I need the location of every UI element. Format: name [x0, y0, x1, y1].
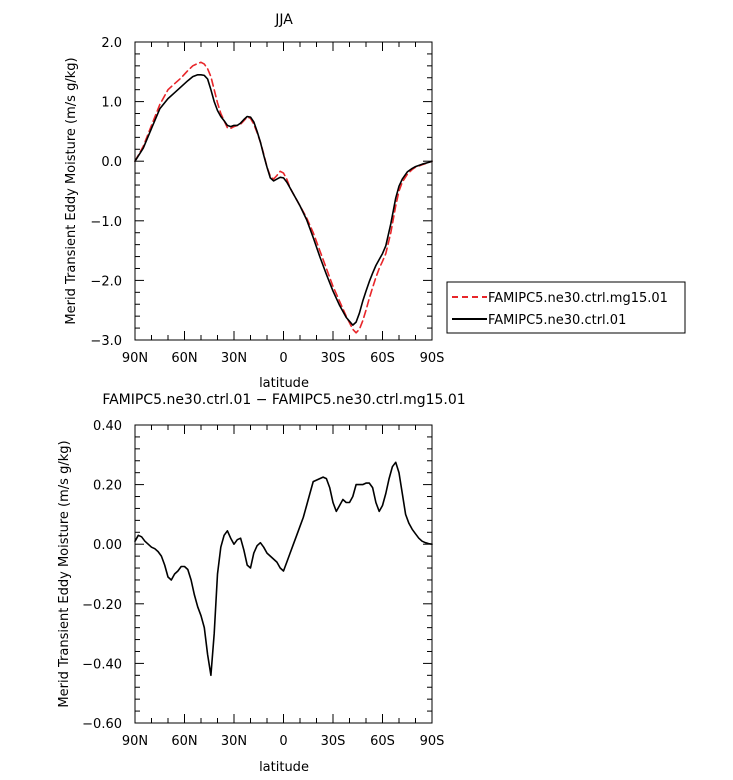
chart-bottom-x-tick-labels: 90N 60N 30N 0 30S 60S 90S [122, 734, 445, 749]
chart-top-legend: FAMIPC5.ne30.ctrl.mg15.01 FAMIPC5.ne30.c… [446, 281, 686, 334]
chart-top-ytick-label: −3.0 [90, 334, 122, 349]
legend-label-ctrl: FAMIPC5.ne30.ctrl.01 [488, 313, 626, 328]
chart-bottom-y-tick-labels: 0.40 0.20 0.00 −0.20 −0.40 −0.60 [82, 419, 122, 732]
chart-bottom-series-line-0 [134, 461, 433, 677]
chart-top-ticks [134, 41, 433, 341]
chart-bottom-plot-frame [134, 424, 433, 724]
chart-top-xtick-label: 60N [171, 351, 197, 366]
chart-bottom-xtick-label: 60S [370, 734, 395, 749]
chart-top-ytick-label: 2.0 [101, 36, 122, 51]
chart-bottom-ytick-label: −0.60 [82, 717, 122, 732]
chart-top-xtick-label: 60S [370, 351, 395, 366]
chart-bottom-x-axis-label: latitude [259, 760, 309, 775]
chart-bottom-xtick-label: 90N [122, 734, 148, 749]
chart-bottom-ytick-label: 0.20 [93, 479, 122, 494]
chart-top-xtick-label: 0 [279, 351, 287, 366]
chart-bottom-y-axis-label: Merid Transient Eddy Moisture (m/s g/kg) [57, 440, 72, 707]
chart-top-xtick-label: 30N [221, 351, 247, 366]
chart-top-series-line-1 [134, 74, 433, 326]
chart-top-x-axis-label: latitude [259, 376, 309, 391]
chart-top-ytick-label: 0.0 [101, 155, 122, 170]
legend-box [446, 281, 686, 334]
chart-top-title: JJA [274, 12, 293, 28]
chart-top-ytick-label: 1.0 [101, 96, 122, 111]
chart-top-xtick-label: 30S [321, 351, 346, 366]
chart-bottom-xtick-label: 30S [321, 734, 346, 749]
chart-top-x-tick-labels: 90N 60N 30N 0 30S 60S 90S [122, 351, 445, 366]
chart-top-ytick-label: −2.0 [90, 274, 122, 289]
chart-bottom: FAMIPC5.ne30.ctrl.01 − FAMIPC5.ne30.ctrl… [57, 392, 466, 775]
chart-top-ytick-label: −1.0 [90, 215, 122, 230]
chart-bottom-xtick-label: 0 [279, 734, 287, 749]
chart-bottom-xtick-label: 30N [221, 734, 247, 749]
chart-top: JJA 2.0 1.0 0.0 −1.0 −2.0 −3.0 90N 60N 30N 0 30S 6… [64, 12, 686, 391]
chart-bottom-ytick-label: 0.40 [93, 419, 122, 434]
chart-bottom-xtick-label: 90S [420, 734, 445, 749]
chart-bottom-title: FAMIPC5.ne30.ctrl.01 − FAMIPC5.ne30.ctrl… [102, 392, 465, 408]
chart-top-plot-frame [134, 41, 433, 341]
chart-bottom-ytick-label: −0.20 [82, 598, 122, 613]
chart-top-series-layer [134, 61, 433, 334]
chart-top-y-tick-labels: 2.0 1.0 0.0 −1.0 −2.0 −3.0 [90, 36, 122, 349]
chart-top-xtick-label: 90S [420, 351, 445, 366]
chart-bottom-ytick-label: 0.00 [93, 538, 122, 553]
chart-bottom-series-layer [134, 461, 433, 677]
chart-top-series-line-0 [134, 61, 433, 334]
chart-top-xtick-label: 90N [122, 351, 148, 366]
legend-label-mg15: FAMIPC5.ne30.ctrl.mg15.01 [488, 291, 668, 306]
chart-bottom-xtick-label: 60N [171, 734, 197, 749]
chart-top-y-axis-label: Merid Transient Eddy Moisture (m/s g/kg) [64, 57, 79, 324]
chart-bottom-ticks [134, 424, 433, 724]
chart-bottom-ytick-label: −0.40 [82, 657, 122, 672]
